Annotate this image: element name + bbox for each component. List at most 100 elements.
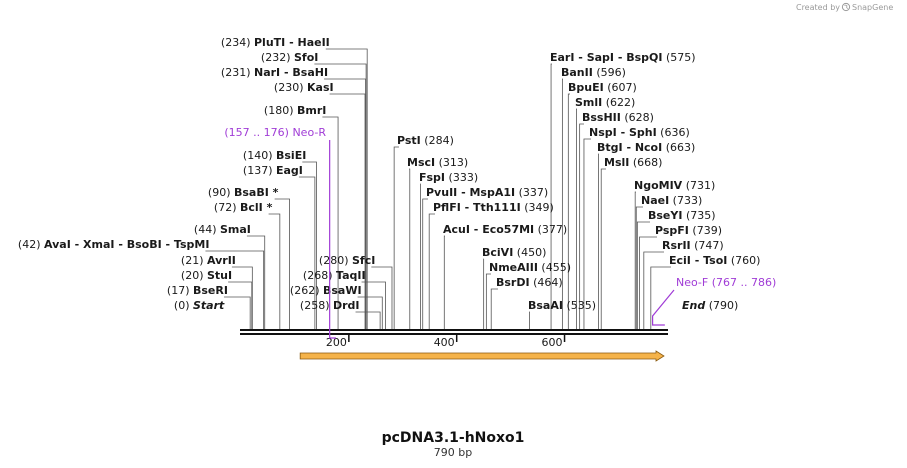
site-label-kasi[interactable]: (230) KasI xyxy=(274,81,334,94)
cds-feature-arrow xyxy=(299,350,665,362)
site-label-avrii[interactable]: (21) AvrII xyxy=(181,254,236,267)
site-label-bseri[interactable]: (17) BseRI xyxy=(167,284,228,297)
enzyme-name: FspI xyxy=(419,171,445,184)
site-label-acui[interactable]: AcuI - Eco57MI (377) xyxy=(443,223,567,236)
site-label-banii[interactable]: BanII (596) xyxy=(561,66,626,79)
site-position: (137) xyxy=(243,164,276,177)
site-label-sfoi[interactable]: (232) SfoI xyxy=(261,51,318,64)
dna-backbone xyxy=(240,329,668,335)
site-position: (180) xyxy=(264,104,297,117)
site-label-bsrdi[interactable]: BsrDI (464) xyxy=(496,276,563,289)
enzyme-name: AvaI xyxy=(44,238,71,251)
svg-text:EciI - TsoI (760): EciI - TsoI (760) xyxy=(669,254,760,267)
enzyme-name: - TsoI xyxy=(691,254,727,267)
enzyme-name: BpuEI xyxy=(568,81,604,94)
site-label-msci[interactable]: MscI (313) xyxy=(407,156,468,169)
site-position: (333) xyxy=(445,171,478,184)
site-label-start[interactable]: (0) Start xyxy=(174,299,225,312)
leader-line-nspi xyxy=(583,138,591,329)
site-label-pluti[interactable]: (234) PluTI - HaeII xyxy=(221,36,330,49)
leader-line-taqii xyxy=(361,281,386,329)
enzyme-name: AvrII xyxy=(207,254,236,267)
site-label-nmeaiii[interactable]: NmeAIII (455) xyxy=(489,261,571,274)
enzyme-name: - HaeII xyxy=(285,36,330,49)
tick-label: 200 xyxy=(326,336,347,349)
site-label-stui[interactable]: (20) StuI xyxy=(181,269,232,282)
site-label-psti[interactable]: PstI (284) xyxy=(397,134,454,147)
site-label-smli[interactable]: SmlI (622) xyxy=(575,96,635,109)
svg-text:RsrII (747): RsrII (747) xyxy=(662,239,724,252)
svg-text:(17) BseRI: (17) BseRI xyxy=(167,284,228,297)
svg-text:(280) SfcI: (280) SfcI xyxy=(319,254,375,267)
site-label-bsabi[interactable]: (90) BsaBI * xyxy=(208,186,279,199)
site-label-bsshii[interactable]: BssHII (628) xyxy=(582,111,654,124)
svg-text:NaeI (733): NaeI (733) xyxy=(641,194,702,207)
svg-text:(0) Start: (0) Start xyxy=(174,299,225,312)
site-label-bsaai[interactable]: BsaAI (535) xyxy=(528,299,596,312)
svg-text:(137) EagI: (137) EagI xyxy=(243,164,303,177)
site-label-pspfi[interactable]: PspFI (739) xyxy=(655,224,722,237)
site-position: (0) xyxy=(174,299,193,312)
site-label-eari[interactable]: EarI - SapI - BspQI (575) xyxy=(550,51,696,64)
svg-text:MscI (313): MscI (313) xyxy=(407,156,468,169)
primer-neo-f[interactable]: Neo-F (767 .. 786) xyxy=(651,276,777,326)
site-label-naei[interactable]: NaeI (733) xyxy=(641,194,702,207)
site-label-bsiei[interactable]: (140) BsiEI xyxy=(243,149,306,162)
enzyme-name: PluTI xyxy=(254,36,285,49)
enzyme-name: BseYI xyxy=(648,209,682,222)
site-label-sfci[interactable]: (280) SfcI xyxy=(319,254,375,267)
enzyme-name: - XmaI xyxy=(71,238,115,251)
leader-line-pflfi xyxy=(428,213,435,329)
leader-line-eari xyxy=(550,63,552,329)
site-label-nari[interactable]: (231) NarI - BsaHI xyxy=(221,66,328,79)
enzyme-name: SfcI xyxy=(352,254,375,267)
leader-line-eagi xyxy=(298,176,316,329)
enzyme-name: - SapI xyxy=(574,51,614,64)
enzyme-name: - NcoI xyxy=(623,141,663,154)
site-label-bseyi[interactable]: BseYI (735) xyxy=(648,209,716,222)
site-label-pvuii[interactable]: PvuII - MspA1I (337) xyxy=(426,186,548,199)
leader-line-bsaai xyxy=(529,311,530,329)
enzyme-name: - MspA1I xyxy=(457,186,515,199)
site-label-eagi[interactable]: (137) EagI xyxy=(243,164,303,177)
enzyme-name: SfoI xyxy=(294,51,318,64)
site-label-bsawi[interactable]: (262) BsaWI xyxy=(290,284,362,297)
svg-text:BsrDI (464): BsrDI (464) xyxy=(496,276,563,289)
svg-text:BanII (596): BanII (596) xyxy=(561,66,626,79)
site-position: (735) xyxy=(682,209,715,222)
site-label-fspi[interactable]: FspI (333) xyxy=(419,171,478,184)
site-label-ngomiv[interactable]: NgoMIV (731) xyxy=(634,179,715,192)
site-position: (455) xyxy=(538,261,571,274)
site-label-pflfi[interactable]: PflFI - Tth111I (349) xyxy=(433,201,554,214)
leader-line-sfoi xyxy=(314,63,367,329)
site-label-bcli[interactable]: (72) BclI * xyxy=(214,201,273,214)
site-label-ecii[interactable]: EciI - TsoI (760) xyxy=(669,254,760,267)
svg-text:NspI - SphI (636): NspI - SphI (636) xyxy=(589,126,690,139)
site-position: (733) xyxy=(669,194,702,207)
site-label-msli[interactable]: MslI (668) xyxy=(604,156,662,169)
site-label-smai[interactable]: (44) SmaI xyxy=(194,223,251,236)
leader-line-pspfi xyxy=(639,236,657,329)
site-label-drdi[interactable]: (258) DrdI xyxy=(300,299,360,312)
primer-neo-r[interactable]: (157 .. 176) Neo-R xyxy=(224,126,336,339)
site-label-bcivi[interactable]: BciVI (450) xyxy=(482,246,546,259)
tick-label: 600 xyxy=(542,336,563,349)
site-position: (268) xyxy=(303,269,336,282)
site-label-btgi[interactable]: BtgI - NcoI (663) xyxy=(597,141,695,154)
site-label-nspi[interactable]: NspI - SphI (636) xyxy=(589,126,690,139)
enzyme-name: BsiEI xyxy=(276,149,306,162)
enzyme-name: SmlI xyxy=(575,96,602,109)
enzyme-name: BtgI xyxy=(597,141,623,154)
site-label-bmri[interactable]: (180) BmrI xyxy=(264,104,326,117)
site-position: (72) xyxy=(214,201,240,214)
site-label-taqii[interactable]: (268) TaqII xyxy=(303,269,366,282)
leader-line-bmri xyxy=(322,116,339,329)
site-label-avai[interactable]: (42) AvaI - XmaI - BsoBI - TspMI xyxy=(18,238,210,251)
snapgene-logo-icon xyxy=(841,2,851,12)
site-label-rsrii[interactable]: RsrII (747) xyxy=(662,239,724,252)
site-position: (21) xyxy=(181,254,207,267)
enzyme-name: PstI xyxy=(397,134,421,147)
site-label-bpuei[interactable]: BpuEI (607) xyxy=(568,81,637,94)
site-label-end[interactable]: End (790) xyxy=(682,299,738,312)
